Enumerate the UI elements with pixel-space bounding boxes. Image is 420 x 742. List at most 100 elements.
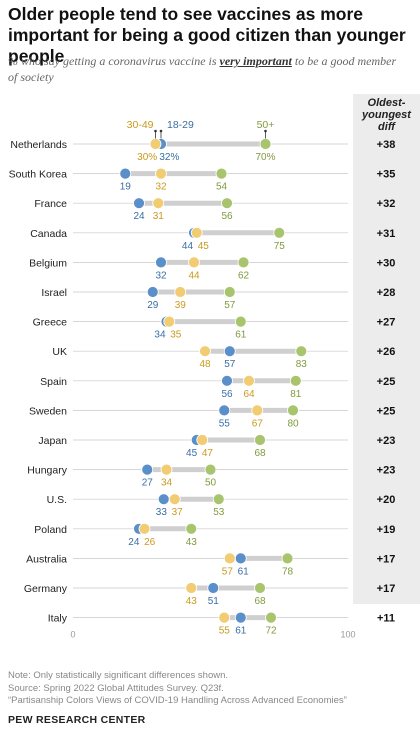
value-label-young: 44 <box>182 241 194 252</box>
dot-30-49 <box>163 315 176 328</box>
value-label-old: 83 <box>296 359 308 370</box>
diff-column-header: Oldest-youngest diff <box>362 97 411 133</box>
source-line: Source: Spring 2022 Global Attitudes Sur… <box>8 682 224 694</box>
dot-50plus <box>273 226 286 239</box>
value-label-young: 19 <box>120 182 132 193</box>
dot-50plus <box>289 374 302 387</box>
dot-50plus <box>185 522 198 535</box>
value-label-mid: 48 <box>199 359 211 370</box>
legend-30-49: 30-49 <box>127 119 154 131</box>
note-line: Note: Only statistically significant dif… <box>8 670 229 681</box>
value-label-old: 70% <box>255 152 275 163</box>
dot-30-49 <box>152 197 165 210</box>
value-label-old: 43 <box>186 537 198 548</box>
dot-50plus <box>234 315 247 328</box>
value-label-young: 45 <box>186 448 198 459</box>
dot-50plus <box>204 463 217 476</box>
diff-value: +11 <box>377 613 395 625</box>
value-label-mid: 43 <box>186 596 198 607</box>
dot-50plus <box>265 611 277 624</box>
diff-value: +38 <box>377 139 396 151</box>
country-label: Spain <box>40 376 67 388</box>
country-label: Netherlands <box>10 139 67 151</box>
value-label-mid: 47 <box>202 448 214 459</box>
value-label-young: 61 <box>238 566 250 577</box>
country-label: South Korea <box>9 169 68 181</box>
x-tick-label: 0 <box>70 630 75 640</box>
value-label-old: 50 <box>205 478 217 489</box>
dot-18-29 <box>218 404 231 417</box>
dot-30-49 <box>243 374 255 387</box>
dot-18-29 <box>146 286 159 298</box>
country-label: Greece <box>33 317 68 329</box>
legend-50plus: 50+ <box>257 119 275 131</box>
country-label: Italy <box>48 613 68 625</box>
notes: Note: Only statistically significant dif… <box>8 670 347 708</box>
value-label-mid: 39 <box>175 300 187 311</box>
value-label-mid: 34 <box>161 478 173 489</box>
country-label: France <box>34 198 67 210</box>
dot-30-49 <box>168 493 181 506</box>
country-label: U.S. <box>47 494 67 506</box>
dot-50plus <box>259 138 272 150</box>
value-label-young: 34 <box>154 330 166 341</box>
dot-18-29 <box>119 167 132 180</box>
dot-30-49 <box>223 552 236 565</box>
legend-leader-dot <box>159 129 163 133</box>
dot-30-49 <box>160 463 173 476</box>
value-label-old: 54 <box>216 182 228 193</box>
value-label-young: 55 <box>219 418 231 429</box>
value-label-young: 32 <box>155 270 167 281</box>
legend-18-29: 18-29 <box>167 119 194 131</box>
diff-value: +19 <box>377 524 396 536</box>
value-label-young: 24 <box>128 537 140 548</box>
dot-30-49 <box>174 286 187 298</box>
dot-30-49 <box>185 582 198 594</box>
dot-18-29 <box>133 197 145 210</box>
diff-value: +23 <box>377 435 396 447</box>
country-label: Australia <box>26 553 67 565</box>
value-label-old: 68 <box>254 448 266 459</box>
dot-18-29 <box>234 552 247 565</box>
value-label-mid: 44 <box>188 270 200 281</box>
dot-50plus <box>237 256 250 269</box>
diff-value: +26 <box>377 346 396 358</box>
value-label-old: 61 <box>235 330 247 341</box>
value-label-mid: 31 <box>153 211 165 222</box>
report-line: “Partisanship Colors Views of COVID-19 H… <box>8 695 347 706</box>
diff-value: +30 <box>377 257 396 269</box>
country-label: Sweden <box>29 405 67 417</box>
value-label-old: 80 <box>287 418 299 429</box>
dot-30-49 <box>190 226 203 239</box>
dot-18-29 <box>141 463 154 476</box>
dot-18-29 <box>157 493 170 506</box>
dot-30-49 <box>199 345 211 358</box>
value-label-old: 68 <box>254 596 266 607</box>
value-label-young: 27 <box>142 478 154 489</box>
legend-leader-dot <box>154 129 157 133</box>
diff-value: +28 <box>377 287 396 299</box>
value-label-mid: 64 <box>243 389 255 400</box>
value-label-young: 51 <box>208 596 220 607</box>
value-label-young: 33 <box>156 507 168 518</box>
country-label: Germany <box>24 583 68 595</box>
country-label: Japan <box>38 435 67 447</box>
value-label-young: 57 <box>224 359 236 370</box>
value-label-mid: 45 <box>198 241 210 252</box>
value-label-old: 53 <box>213 507 225 518</box>
dot-18-29 <box>234 611 247 624</box>
country-label: UK <box>52 346 67 358</box>
chart-subtitle: % who say getting a coronavirus vaccine … <box>8 53 408 85</box>
dot-30-49 <box>188 256 200 269</box>
dot-50plus <box>215 167 228 180</box>
value-label-old: 62 <box>238 270 250 281</box>
dot-50plus <box>287 404 299 417</box>
dot-30-49 <box>149 138 162 150</box>
dot-50plus <box>281 552 294 565</box>
value-label-old: 56 <box>221 211 233 222</box>
value-label-mid: 55 <box>219 626 231 637</box>
value-label-mid: 32 <box>155 182 167 193</box>
diff-column-background <box>353 94 420 604</box>
diff-value: +31 <box>377 228 396 240</box>
